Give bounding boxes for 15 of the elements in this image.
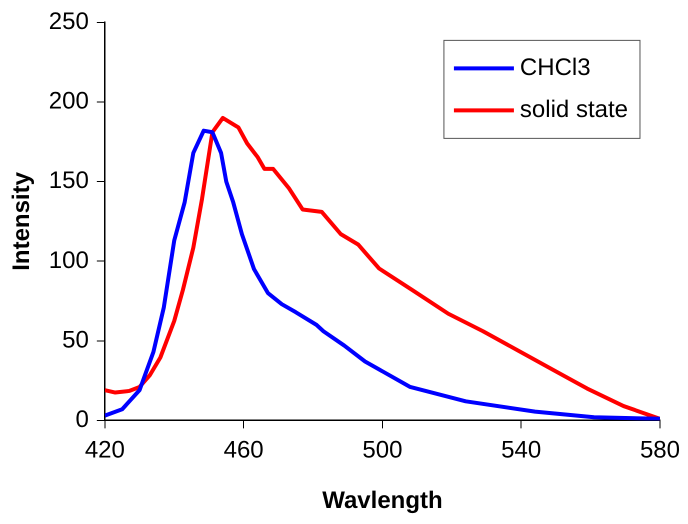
x-tick-label: 460: [224, 436, 264, 464]
x-tick-label: 500: [362, 436, 402, 464]
x-axis-title: Wavlength: [322, 487, 443, 514]
legend-label: solid state: [520, 96, 628, 124]
y-tick-label: 200: [48, 88, 89, 115]
y-tick-label: 50: [62, 326, 89, 354]
y-tick-label: 0: [75, 406, 89, 434]
x-tick-label: 540: [501, 436, 542, 464]
x-tick-label: 580: [640, 436, 680, 464]
y-tick-label: 100: [48, 246, 89, 274]
legend-label: CHCl3: [520, 54, 591, 82]
y-tick-label: 250: [48, 8, 89, 36]
y-tick-label: 150: [48, 167, 89, 194]
x-tick-label: 420: [84, 436, 125, 464]
y-axis-title: Intensity: [8, 171, 36, 271]
